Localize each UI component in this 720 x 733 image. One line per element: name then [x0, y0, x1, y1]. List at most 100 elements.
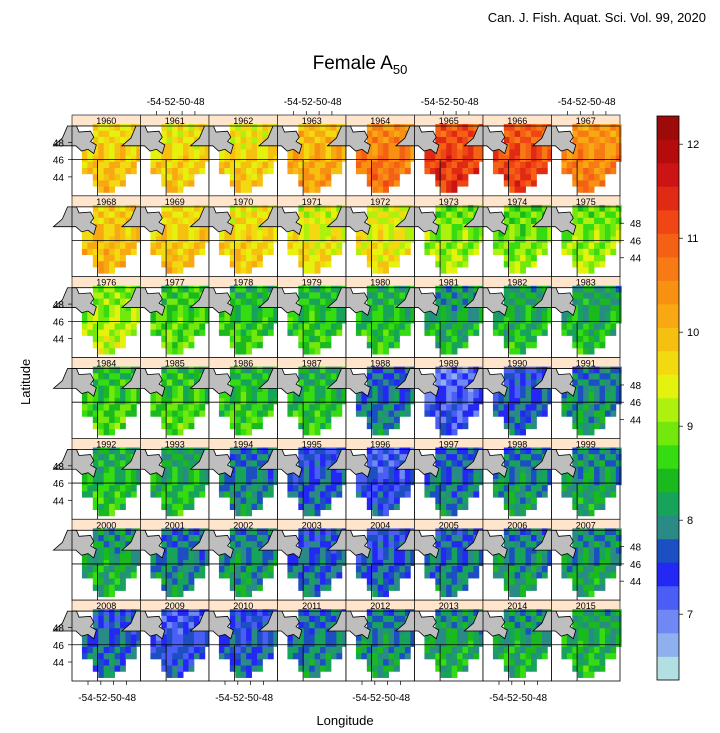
grid-cell: [273, 310, 280, 318]
grid-cell: [410, 236, 417, 243]
grid-cell: [467, 447, 474, 455]
grid-cell: [298, 571, 305, 579]
grid-cell: [594, 559, 600, 567]
grid-cell: [235, 267, 242, 274]
grid-cell: [399, 397, 406, 405]
grid-cell: [251, 565, 258, 573]
grid-cell: [531, 553, 537, 560]
grid-cell: [377, 142, 384, 150]
grid-cell: [150, 148, 157, 156]
grid-cell: [262, 484, 269, 492]
grid-cell: [536, 323, 543, 330]
grid-cell: [377, 447, 384, 455]
grid-cell: [588, 472, 595, 479]
grid-cell: [588, 379, 595, 386]
grid-cell: [383, 547, 389, 554]
grid-cell: [509, 347, 516, 355]
grid-cell: [366, 410, 373, 417]
grid-cell: [583, 490, 590, 498]
grid-cell: [303, 503, 310, 511]
grid-cell: [240, 211, 247, 218]
grid-cell: [303, 285, 310, 293]
grid-cell: [531, 372, 537, 380]
grid-cell: [240, 142, 247, 150]
grid-cell: [103, 379, 110, 386]
grid-cell: [303, 223, 310, 231]
grid-cell: [435, 534, 442, 542]
grid-cell: [594, 260, 600, 268]
grid-cell: [309, 335, 316, 343]
panel-1988: 1988: [326, 357, 417, 439]
grid-cell: [183, 179, 189, 187]
grid-cell: [388, 397, 395, 405]
grid-cell: [166, 553, 173, 560]
grid-cell: [303, 229, 310, 237]
panel-2003: 2003: [257, 518, 348, 601]
grid-cell: [166, 260, 173, 268]
grid-cell: [383, 242, 389, 249]
grid-cell: [394, 379, 400, 386]
grid-cell: [377, 167, 384, 175]
grid-cell: [514, 372, 521, 380]
grid-cell: [577, 366, 584, 374]
grid-cell: [435, 540, 442, 548]
grid-cell: [383, 124, 389, 131]
grid-cell: [588, 292, 595, 299]
grid-cell: [314, 584, 321, 591]
grid-cell: [103, 615, 110, 623]
grid-cell: [114, 565, 121, 573]
grid-cell: [588, 584, 595, 591]
grid-cell: [615, 217, 622, 224]
grid-cell: [92, 229, 99, 237]
grid-cell: [109, 229, 115, 237]
grid-cell: [114, 528, 121, 535]
grid-cell: [188, 366, 195, 374]
grid-cell: [509, 478, 516, 486]
grid-cell: [531, 136, 537, 144]
grid-cell: [388, 316, 395, 324]
grid-cell: [314, 161, 321, 168]
grid-cell: [81, 646, 88, 654]
grid-cell: [257, 217, 263, 224]
grid-cell: [125, 366, 132, 374]
grid-cell: [246, 372, 252, 380]
grid-cell: [287, 167, 294, 175]
grid-cell: [155, 410, 162, 417]
grid-cell: [615, 379, 622, 386]
grid-cell: [251, 503, 258, 511]
grid-cell: [424, 403, 431, 411]
grid-cell: [87, 640, 94, 647]
grid-cell: [92, 316, 99, 324]
grid-cell: [451, 211, 458, 218]
grid-cell: [103, 410, 110, 417]
grid-cell: [404, 528, 411, 535]
grid-cell: [81, 634, 88, 641]
grid-cell: [467, 391, 474, 399]
grid-cell: [446, 478, 453, 486]
grid-cell: [240, 372, 247, 380]
grid-cell: [531, 403, 537, 411]
grid-cell: [394, 335, 400, 343]
grid-cell: [130, 447, 137, 455]
grid-cell: [320, 466, 326, 473]
grid-cell: [514, 204, 521, 212]
grid-cell: [372, 528, 379, 535]
grid-cell: [303, 584, 310, 591]
grid-cell: [588, 136, 595, 144]
grid-cell: [218, 410, 225, 417]
grid-cell: [309, 540, 316, 548]
grid-cell: [604, 155, 611, 162]
grid-cell: [109, 571, 115, 579]
grid-cell: [204, 478, 211, 486]
grid-cell: [314, 453, 321, 461]
grid-cell: [109, 167, 115, 175]
grid-cell: [531, 298, 537, 305]
grid-cell: [462, 528, 469, 535]
grid-cell: [246, 391, 252, 399]
grid-cell: [492, 490, 499, 498]
grid-cell: [520, 571, 526, 579]
grid-cell: [125, 124, 132, 131]
grid-cell: [183, 497, 189, 504]
grid-cell: [114, 161, 121, 168]
grid-cell: [588, 236, 595, 243]
